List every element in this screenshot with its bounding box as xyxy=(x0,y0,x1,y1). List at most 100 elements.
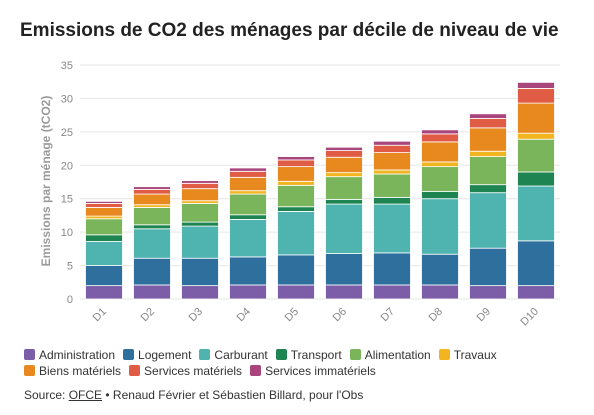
bar-segment-D6-logement[interactable] xyxy=(325,253,363,286)
bar-segment-D7-carburant[interactable] xyxy=(373,203,411,254)
bar-segment-D3-logement[interactable] xyxy=(181,257,219,287)
bar-segment-D1-administration[interactable] xyxy=(85,285,123,300)
bar-segment-D9-carburant[interactable] xyxy=(469,192,507,249)
bar-segment-D8-administration[interactable] xyxy=(421,284,459,300)
legend-item[interactable]: Carburant xyxy=(199,347,268,363)
bar-segment-D6-carburant[interactable] xyxy=(325,203,363,254)
bar-segment-D10-alimentation[interactable] xyxy=(517,138,555,173)
bar-segment-D2-services-mat-riels[interactable] xyxy=(133,188,171,195)
bar-segment-D3-biens-mat-riels[interactable] xyxy=(181,188,219,202)
bar-segment-D6-services-immat-riels[interactable] xyxy=(325,146,363,151)
bar-segment-D7-transport[interactable] xyxy=(373,196,411,205)
bar-segment-D7-services-immat-riels[interactable] xyxy=(373,140,411,146)
bar-segment-D4-services-mat-riels[interactable] xyxy=(229,170,267,178)
bar-segment-D9-alimentation[interactable] xyxy=(469,156,507,186)
bar-segment-D10-services-mat-riels[interactable] xyxy=(517,88,555,104)
bar-segment-D9-services-immat-riels[interactable] xyxy=(469,113,507,119)
legend-item[interactable]: Biens matériels xyxy=(24,363,121,379)
bar-segment-D5-carburant[interactable] xyxy=(277,211,315,256)
bar-segment-D2-alimentation[interactable] xyxy=(133,207,171,226)
bar-segment-D4-travaux[interactable] xyxy=(229,190,267,195)
bar-segment-D5-administration[interactable] xyxy=(277,284,315,300)
bar-segment-D2-travaux[interactable] xyxy=(133,204,171,208)
bar-segment-D9-biens-mat-riels[interactable] xyxy=(469,127,507,152)
bar-segment-D7-travaux[interactable] xyxy=(373,169,411,175)
bar-segment-D7-alimentation[interactable] xyxy=(373,173,411,198)
bar-segment-D9-travaux[interactable] xyxy=(469,150,507,157)
bar-segment-D1-services-mat-riels[interactable] xyxy=(85,202,123,208)
bar-segment-D10-administration[interactable] xyxy=(517,285,555,300)
bar-segment-D1-alimentation[interactable] xyxy=(85,218,123,236)
bar-segment-D4-transport[interactable] xyxy=(229,214,267,220)
bar-segment-D8-travaux[interactable] xyxy=(421,161,459,168)
bar-segment-D1-services-immat-riels[interactable] xyxy=(85,200,123,204)
bar-segment-D10-carburant[interactable] xyxy=(517,185,555,242)
bar-segment-D1-logement[interactable] xyxy=(85,265,123,287)
legend-item[interactable]: Logement xyxy=(123,347,191,363)
bar-segment-D5-logement[interactable] xyxy=(277,254,315,286)
bar-segment-D2-logement[interactable] xyxy=(133,257,171,286)
bar-segment-D4-logement[interactable] xyxy=(229,256,267,286)
bar-segment-D3-alimentation[interactable] xyxy=(181,202,219,223)
bar-segment-D3-services-immat-riels[interactable] xyxy=(181,180,219,184)
bar-segment-D1-carburant[interactable] xyxy=(85,241,123,266)
bar-segment-D5-biens-mat-riels[interactable] xyxy=(277,166,315,182)
bar-segment-D4-administration[interactable] xyxy=(229,284,267,300)
bar-segment-D8-services-immat-riels[interactable] xyxy=(421,129,459,135)
bar-segment-D2-administration[interactable] xyxy=(133,284,171,300)
bar-segment-D8-logement[interactable] xyxy=(421,253,459,286)
bar-segment-D3-carburant[interactable] xyxy=(181,225,219,259)
legend-item[interactable]: Administration xyxy=(24,347,115,363)
bar-segment-D7-biens-mat-riels[interactable] xyxy=(373,152,411,171)
bar-segment-D6-transport[interactable] xyxy=(325,198,363,205)
bar-segment-D6-administration[interactable] xyxy=(325,284,363,300)
bar-segment-D4-biens-mat-riels[interactable] xyxy=(229,176,267,192)
bar-segment-D1-biens-mat-riels[interactable] xyxy=(85,207,123,217)
bar-segment-D8-alimentation[interactable] xyxy=(421,166,459,192)
legend-item[interactable]: Alimentation xyxy=(349,347,431,363)
bar-segment-D10-services-immat-riels[interactable] xyxy=(517,81,555,89)
bar-segment-D5-alimentation[interactable] xyxy=(277,184,315,208)
bar-segment-D5-services-immat-riels[interactable] xyxy=(277,156,315,161)
bar-segment-D6-travaux[interactable] xyxy=(325,172,363,178)
bar-segment-D7-administration[interactable] xyxy=(373,284,411,300)
bar-segment-D5-transport[interactable] xyxy=(277,206,315,212)
bar-segment-D3-services-mat-riels[interactable] xyxy=(181,182,219,190)
bar-segment-D3-travaux[interactable] xyxy=(181,200,219,204)
bar-segment-D1-transport[interactable] xyxy=(85,234,123,242)
bar-segment-D2-services-immat-riels[interactable] xyxy=(133,186,171,190)
bar-segment-D6-alimentation[interactable] xyxy=(325,176,363,200)
bar-segment-D7-services-mat-riels[interactable] xyxy=(373,144,411,153)
legend-item[interactable]: Services immatériels xyxy=(250,363,376,379)
bar-segment-D7-logement[interactable] xyxy=(373,252,411,286)
bar-segment-D5-services-mat-riels[interactable] xyxy=(277,159,315,168)
bar-segment-D10-logement[interactable] xyxy=(517,240,555,287)
bar-segment-D8-biens-mat-riels[interactable] xyxy=(421,141,459,163)
bar-segment-D9-transport[interactable] xyxy=(469,184,507,194)
bar-segment-D3-administration[interactable] xyxy=(181,285,219,300)
bar-segment-D9-services-mat-riels[interactable] xyxy=(469,118,507,129)
bar-segment-D6-services-mat-riels[interactable] xyxy=(325,150,363,158)
bar-segment-D6-biens-mat-riels[interactable] xyxy=(325,156,363,174)
legend-item[interactable]: Travaux xyxy=(438,347,497,363)
legend-item[interactable]: Services matériels xyxy=(129,363,242,379)
bar-segment-D10-biens-mat-riels[interactable] xyxy=(517,102,555,134)
bar-segment-D10-transport[interactable] xyxy=(517,171,555,187)
bar-segment-D1-travaux[interactable] xyxy=(85,215,123,220)
bar-segment-D5-travaux[interactable] xyxy=(277,180,315,186)
bar-segment-D4-carburant[interactable] xyxy=(229,219,267,258)
bar-segment-D8-carburant[interactable] xyxy=(421,198,459,255)
bar-segment-D8-transport[interactable] xyxy=(421,190,459,200)
bar-segment-D2-carburant[interactable] xyxy=(133,228,171,259)
bar-segment-D10-travaux[interactable] xyxy=(517,132,555,140)
bar-segment-D4-services-immat-riels[interactable] xyxy=(229,167,267,172)
bar-segment-D2-transport[interactable] xyxy=(133,224,171,230)
bar-segment-D8-services-mat-riels[interactable] xyxy=(421,133,459,143)
bar-segment-D4-alimentation[interactable] xyxy=(229,193,267,216)
bar-segment-D9-administration[interactable] xyxy=(469,285,507,300)
legend-item[interactable]: Transport xyxy=(275,347,342,363)
bar-segment-D3-transport[interactable] xyxy=(181,221,219,227)
bar-segment-D2-biens-mat-riels[interactable] xyxy=(133,193,171,206)
bar-segment-D9-logement[interactable] xyxy=(469,247,507,287)
source-link-ofce[interactable]: OFCE xyxy=(68,388,103,402)
